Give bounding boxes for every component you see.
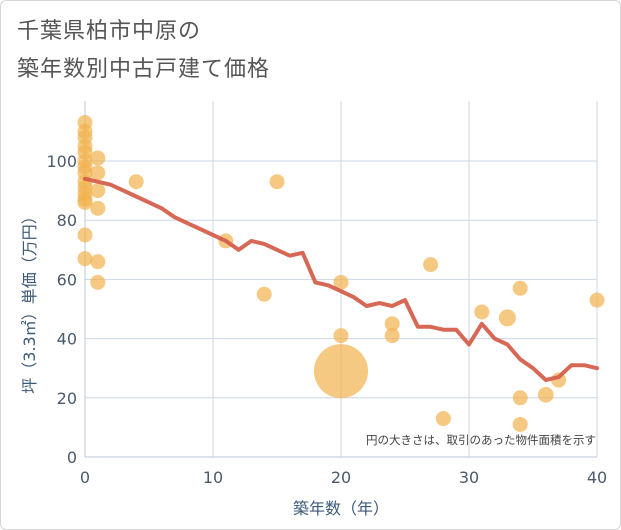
x-tick-label: 0: [80, 468, 90, 487]
scatter-point: [313, 344, 369, 399]
scatter-point: [435, 411, 451, 427]
scatter-points: [77, 115, 605, 432]
scatter-point: [77, 194, 93, 210]
chart-title-line2: 築年数別中古戸建て価格: [17, 57, 271, 82]
scatter-point: [589, 292, 605, 308]
scatter-point: [128, 174, 144, 190]
y-tick-label: 80: [57, 211, 77, 230]
scatter-point: [384, 316, 400, 332]
scatter-point: [537, 386, 554, 403]
grid-lines: [84, 101, 598, 458]
x-tick-label: 30: [459, 468, 479, 487]
scatter-point: [77, 251, 93, 267]
scatter-point: [512, 390, 528, 406]
x-tick-label: 20: [331, 468, 351, 487]
scatter-point: [384, 328, 400, 344]
y-tick-label: 60: [57, 270, 77, 289]
scatter-point: [90, 165, 106, 181]
trend-line-group: [83, 176, 599, 382]
y-axis-title: 坪（3.3㎡）単価（万円）: [20, 208, 39, 393]
chart-title-line1: 千葉県柏市中原の: [17, 19, 202, 44]
y-tick-label: 40: [57, 330, 77, 349]
scatter-point: [333, 274, 349, 290]
x-tick-label: 10: [203, 468, 223, 487]
y-tick-label: 20: [57, 389, 77, 408]
scatter-point: [90, 150, 106, 166]
scatter-point: [474, 304, 490, 320]
scatter-point: [90, 254, 106, 270]
size-annotation: 円の大きさは、取引のあった物件面積を示す: [366, 433, 596, 447]
y-tick-label: 100: [46, 152, 77, 171]
scatter-point: [512, 280, 528, 296]
scatter-point: [256, 286, 272, 302]
scatter-point: [498, 309, 516, 327]
scatter-point: [512, 416, 528, 432]
scatter-point: [77, 227, 93, 243]
scatter-point: [90, 183, 106, 199]
x-tick-label: 40: [587, 468, 607, 487]
y-tick-label: 0: [67, 448, 77, 467]
scatter-point: [269, 174, 285, 190]
axis-ticks: 0 10 20 30 40 0 20 40 60 80 100: [46, 152, 607, 487]
trend-line: [83, 176, 599, 382]
scatter-point: [423, 257, 439, 273]
scatter-point: [90, 200, 106, 216]
scatter-point: [90, 274, 106, 290]
x-axis-title: 築年数（年）: [293, 499, 389, 518]
scatter-point: [333, 328, 349, 344]
